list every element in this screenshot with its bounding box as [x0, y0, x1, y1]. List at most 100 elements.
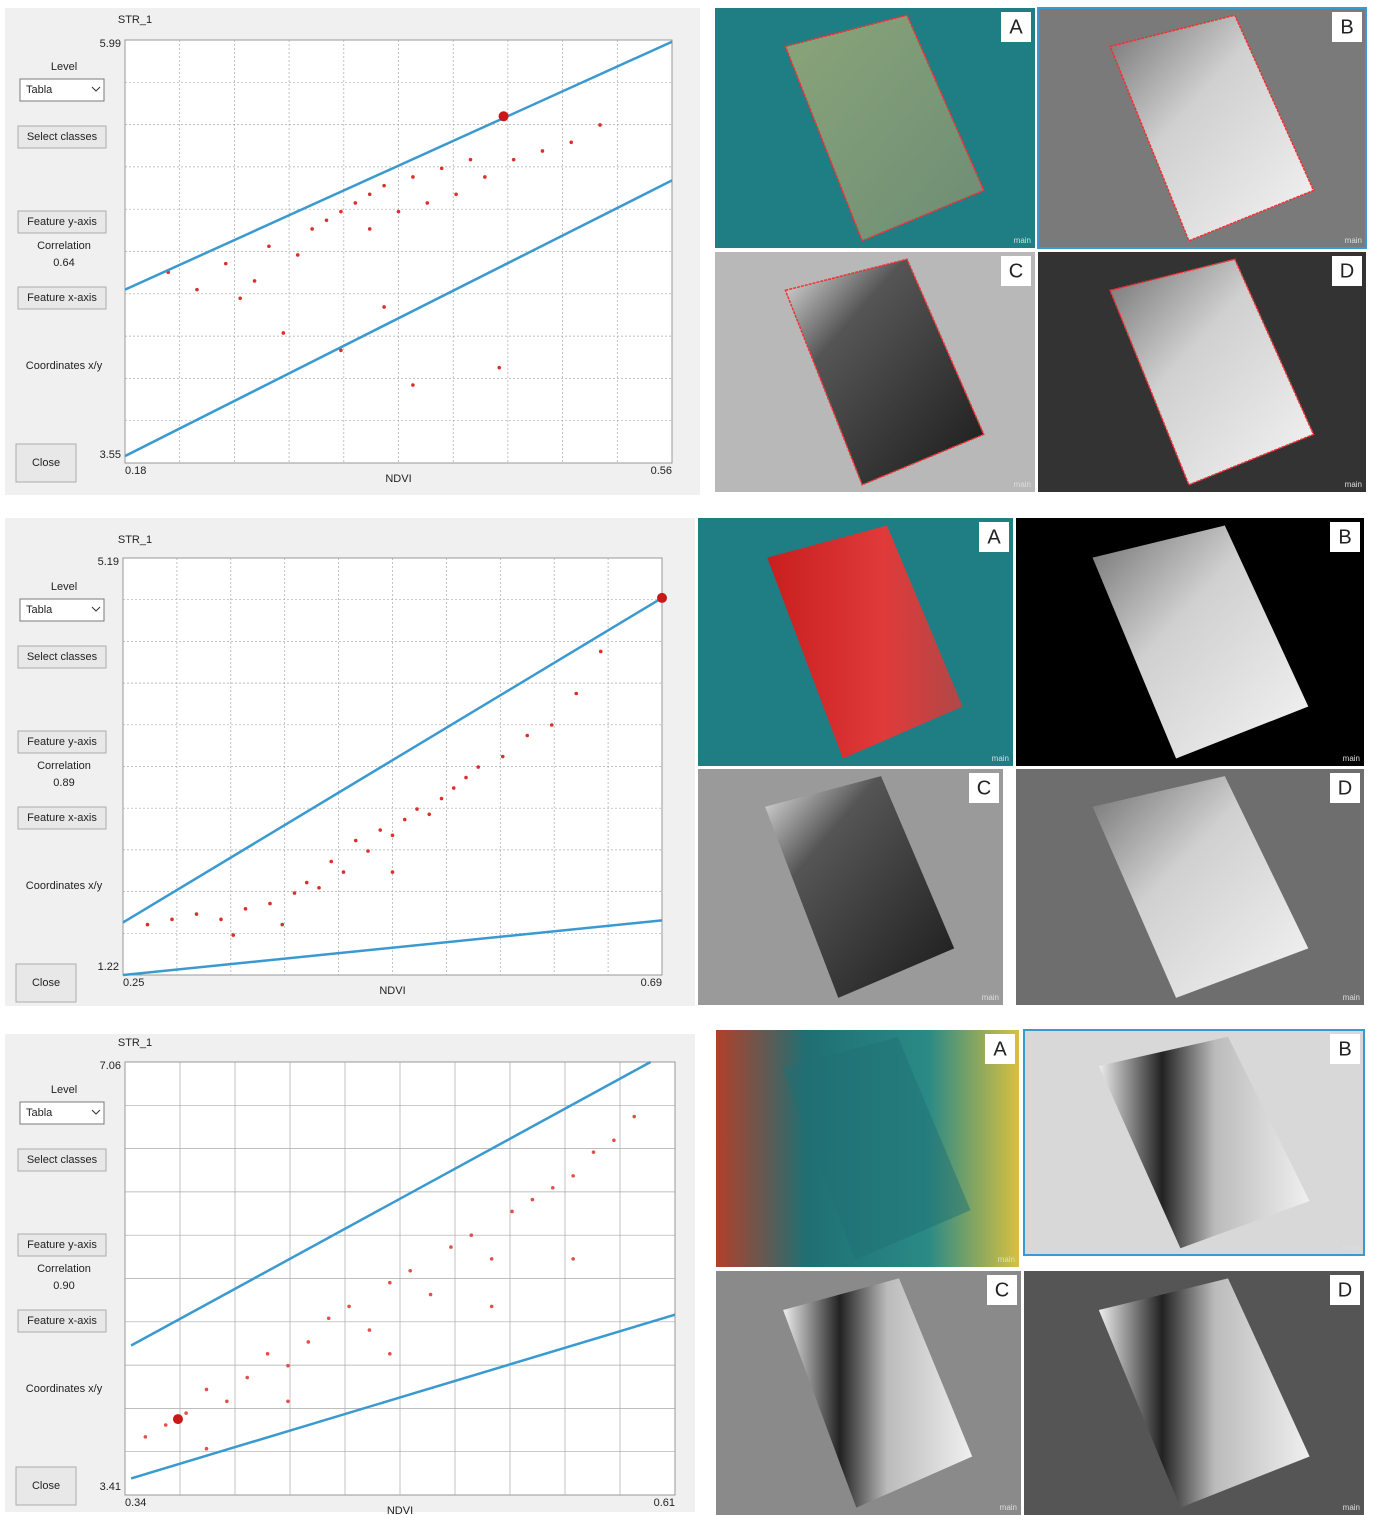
image-tag: main	[1343, 754, 1360, 763]
scatter-point	[347, 1304, 351, 1309]
x-tick-label: 0.69	[641, 977, 662, 989]
button[interactable]	[15, 963, 77, 1003]
dropdown-value[interactable]: Tabla	[26, 84, 53, 96]
dropdown[interactable]	[19, 1101, 105, 1125]
scatter-point	[411, 383, 415, 387]
letter-box	[979, 522, 1009, 552]
letter-box	[1330, 1034, 1360, 1064]
button[interactable]	[15, 1466, 77, 1506]
button[interactable]	[17, 286, 107, 310]
image-letter: C	[995, 1279, 1009, 1301]
dropdown[interactable]	[19, 598, 105, 622]
button-label[interactable]: Close	[32, 977, 60, 989]
button-label[interactable]: Select classes	[27, 651, 98, 663]
button[interactable]	[17, 730, 107, 754]
scatter-point	[223, 261, 228, 266]
button-label[interactable]: Feature x-axis	[27, 292, 97, 304]
correlation-value: 0.64	[53, 257, 74, 269]
image-tag: main	[982, 993, 999, 1002]
button[interactable]	[17, 1148, 107, 1172]
dropdown-arrow	[91, 86, 101, 92]
scatter-point	[390, 870, 395, 874]
button[interactable]	[17, 806, 107, 830]
scatter-point	[411, 175, 415, 179]
scatter-point	[439, 166, 444, 171]
scatter-point	[497, 365, 502, 370]
scatter-point	[390, 833, 395, 838]
button-label[interactable]: Feature x-axis	[27, 812, 97, 824]
scatter-point	[353, 838, 358, 843]
image-tag: main	[992, 754, 1009, 763]
correlation-label: Correlation	[37, 1263, 91, 1275]
field-polygon	[1092, 525, 1309, 759]
plot-title: STR_1	[118, 1037, 152, 1049]
scatter-point	[292, 891, 297, 895]
field-polygon	[1098, 1278, 1310, 1508]
scatter-point	[591, 1150, 596, 1154]
y-tick-label: 5.99	[100, 38, 121, 50]
scatter-point	[238, 296, 242, 301]
button[interactable]	[17, 125, 107, 149]
button[interactable]	[15, 443, 77, 483]
button-label[interactable]: Select classes	[27, 131, 98, 143]
selected-point	[657, 592, 667, 603]
scatter-point	[571, 1257, 575, 1261]
button-label[interactable]: Select classes	[27, 1154, 98, 1166]
scatter-point	[317, 886, 321, 890]
scatter-point	[184, 1411, 188, 1415]
selected-point	[172, 1414, 183, 1425]
level-label: Level	[51, 1084, 77, 1096]
scatter-point	[632, 1114, 637, 1119]
scatter-point	[530, 1197, 535, 1202]
scatter-point	[304, 880, 309, 885]
scatter-point	[339, 348, 343, 353]
scatter-point	[489, 1304, 494, 1309]
scatter-point	[194, 912, 199, 916]
scatter-point	[145, 922, 150, 927]
scatter-point	[427, 812, 432, 817]
x-axis-label: NDVI	[379, 985, 405, 997]
dropdown-value[interactable]: Tabla	[26, 604, 53, 616]
scatter-point	[326, 1316, 331, 1321]
letter-box	[1001, 256, 1031, 286]
button-label[interactable]: Feature x-axis	[27, 1315, 97, 1327]
scatter-point	[280, 922, 285, 927]
button-label[interactable]: Feature y-axis	[27, 1239, 97, 1251]
image-letter: A	[987, 526, 1001, 548]
boundary-line	[130, 1313, 676, 1480]
button-label[interactable]: Feature y-axis	[27, 736, 97, 748]
scatter-point	[569, 140, 574, 145]
coordinates-label: Coordinates x/y	[26, 880, 103, 892]
scatter-point	[388, 1280, 392, 1285]
button-label[interactable]: Close	[32, 457, 60, 469]
scatter-point	[367, 227, 372, 231]
button-label[interactable]: Close	[32, 1480, 60, 1492]
button[interactable]	[17, 210, 107, 234]
scatter-point	[204, 1387, 209, 1392]
boundary-line	[130, 1060, 652, 1347]
image-letter: B	[1338, 526, 1351, 548]
button[interactable]	[17, 1233, 107, 1257]
boundary-line	[124, 40, 673, 291]
scatter-point	[143, 1435, 148, 1439]
button[interactable]	[17, 645, 107, 669]
scatter-point	[469, 1233, 474, 1237]
scatter-point	[324, 218, 329, 223]
button[interactable]	[17, 1309, 107, 1333]
y-tick-label: 3.55	[100, 449, 121, 461]
level-label: Level	[51, 581, 77, 593]
scatter-point	[306, 1340, 311, 1344]
field-polygon	[782, 1037, 971, 1260]
dropdown-value[interactable]: Tabla	[26, 1107, 53, 1119]
button-label[interactable]: Feature y-axis	[27, 216, 97, 228]
scatter-point	[204, 1446, 209, 1451]
scatter-point	[402, 817, 407, 822]
scatter-point	[170, 917, 174, 922]
scatter-point	[598, 649, 603, 654]
scatter-point	[598, 123, 602, 127]
scatter-point	[428, 1292, 433, 1297]
field-polygon	[784, 14, 985, 242]
dropdown[interactable]	[19, 78, 105, 102]
scatter-point	[225, 1399, 229, 1404]
